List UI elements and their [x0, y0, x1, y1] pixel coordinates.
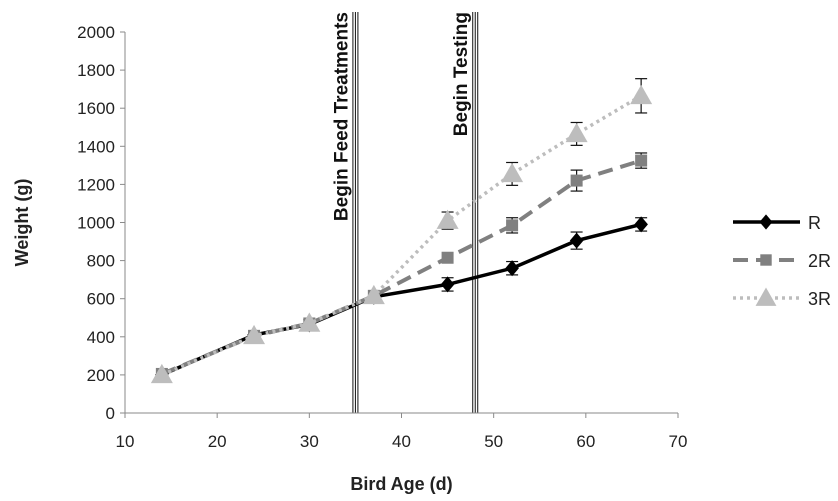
data-point-square: [635, 154, 648, 167]
y-tick-label: 600: [87, 290, 115, 309]
series-R: [155, 216, 648, 383]
data-point-triangle: [436, 209, 459, 229]
data-point-square: [506, 219, 519, 232]
data-point-diamond: [759, 214, 773, 230]
x-tick-label: 20: [208, 432, 227, 451]
data-point-diamond: [505, 260, 519, 277]
y-tick-label: 200: [87, 366, 115, 385]
series-layer: [150, 78, 653, 384]
legend-label: 3R: [808, 289, 831, 309]
y-tick-label: 0: [106, 404, 115, 423]
x-tick-label: 30: [300, 432, 319, 451]
legend: R 2R 3R: [733, 213, 831, 309]
legend-label: R: [808, 213, 821, 233]
data-point-diamond: [440, 276, 455, 293]
axes: 0 200 400 600 800 1000 1200 1400 1600 1800 2000 10 2…: [77, 23, 687, 451]
data-point-diamond: [569, 232, 584, 249]
x-tick-label: 60: [576, 432, 595, 451]
y-axis-title: Weight (g): [12, 179, 32, 267]
annotation-layer: [352, 12, 479, 413]
data-point-triangle: [298, 312, 321, 332]
data-point-square: [441, 251, 454, 264]
data-point-triangle: [565, 122, 588, 143]
data-point-square: [570, 174, 583, 187]
y-tick-label: 400: [87, 328, 115, 347]
data-point-triangle: [501, 162, 524, 183]
x-axis-title: Bird Age (d): [350, 474, 452, 494]
y-tick-label: 1200: [77, 175, 115, 194]
y-tick-label: 1800: [77, 61, 115, 80]
annotation-label: Begin Testing: [451, 12, 472, 136]
data-point-square: [760, 254, 772, 266]
annotation-labels: Begin Feed Treatments Begin Testing: [331, 12, 472, 221]
data-point-triangle: [630, 84, 653, 105]
y-tick-label: 2000: [77, 23, 115, 42]
series-line: [161, 222, 642, 377]
series-line: [161, 158, 642, 376]
x-tick-label: 70: [669, 432, 688, 451]
data-point-triangle: [362, 284, 385, 305]
data-point-triangle: [243, 324, 266, 345]
x-tick-label: 10: [116, 432, 135, 451]
legend-item-R: R: [733, 213, 821, 233]
x-tick-label: 50: [484, 432, 503, 451]
x-tick-label: 40: [392, 432, 411, 451]
data-point-triangle: [755, 287, 777, 306]
annotation-label: Begin Feed Treatments: [331, 12, 352, 221]
legend-item-2R: 2R: [733, 251, 831, 271]
y-tick-label: 800: [87, 252, 115, 271]
legend-label: 2R: [808, 251, 831, 271]
data-point-triangle: [150, 363, 173, 384]
legend-item-3R: 3R: [733, 287, 831, 309]
y-tick-label: 1000: [77, 214, 115, 233]
y-tick-label: 1400: [77, 137, 115, 156]
y-tick-label: 1600: [77, 99, 115, 118]
data-point-diamond: [634, 216, 648, 233]
series-3R: [150, 78, 653, 384]
